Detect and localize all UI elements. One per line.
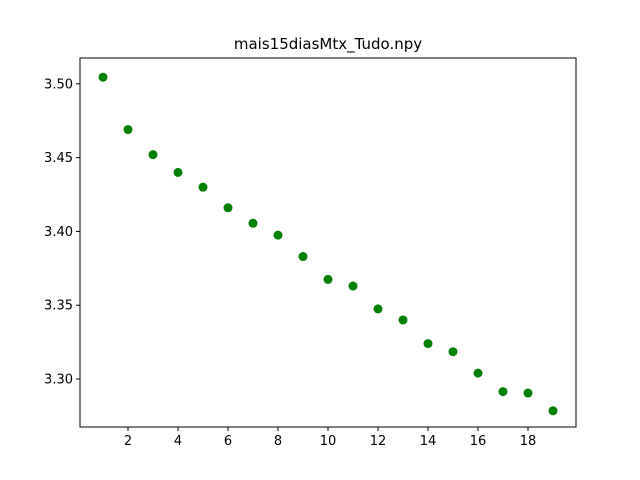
data-point — [348, 281, 358, 291]
data-point — [448, 347, 458, 357]
x-tick-label: 10 — [320, 434, 337, 449]
data-point — [498, 387, 508, 397]
x-tick-label: 12 — [370, 434, 387, 449]
data-point — [473, 368, 483, 378]
x-tick-label: 6 — [224, 434, 232, 449]
x-tick-label: 2 — [124, 434, 132, 449]
chart-title: mais15diasMtx_Tudo.npy — [234, 35, 422, 54]
data-point — [198, 182, 208, 192]
data-point — [373, 304, 383, 314]
data-point — [548, 406, 558, 416]
data-point — [173, 167, 183, 177]
plot-frame — [79, 57, 577, 428]
data-point — [98, 72, 108, 82]
y-tick-label: 3.50 — [44, 77, 73, 92]
y-tick-label: 3.45 — [44, 151, 73, 166]
y-axis-ticks: 3.30 3.35 3.40 3.45 3.50 — [44, 77, 80, 388]
x-tick-label: 14 — [420, 434, 437, 449]
data-point — [123, 125, 133, 135]
data-point — [398, 315, 408, 325]
data-point — [423, 339, 433, 349]
y-tick-label: 3.30 — [44, 373, 73, 388]
x-tick-label: 4 — [174, 434, 182, 449]
data-points — [98, 72, 558, 416]
x-axis-ticks: 2 4 6 8 10 12 14 16 18 — [124, 427, 536, 449]
data-point — [148, 150, 158, 160]
data-point — [273, 230, 283, 240]
data-point — [523, 388, 533, 398]
x-tick-label: 18 — [520, 434, 537, 449]
data-point — [223, 203, 233, 213]
y-tick-label: 3.40 — [44, 225, 73, 240]
y-tick-label: 3.35 — [44, 299, 73, 314]
x-tick-label: 8 — [274, 434, 282, 449]
data-point — [248, 218, 258, 228]
data-point — [298, 252, 308, 262]
x-tick-label: 16 — [470, 434, 487, 449]
data-point — [323, 274, 333, 284]
